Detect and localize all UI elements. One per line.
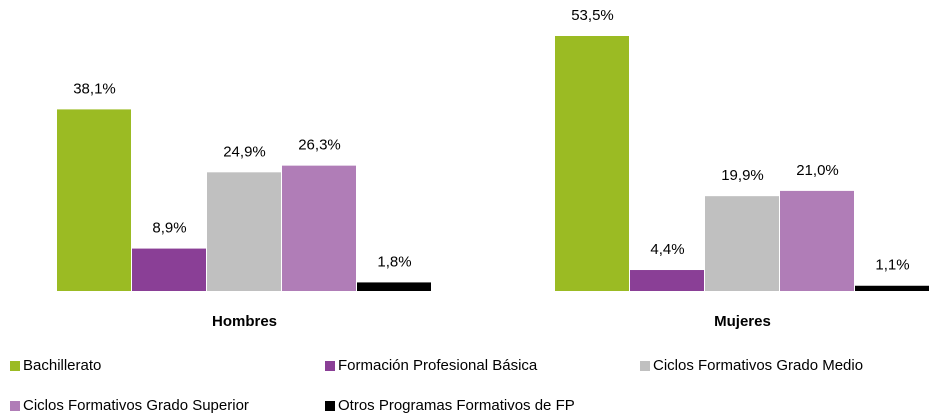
- value-label: 26,3%: [298, 137, 341, 154]
- value-label: 38,1%: [73, 80, 116, 97]
- value-label: 24,9%: [223, 143, 266, 160]
- bar: [282, 165, 356, 291]
- value-label: 53,5%: [571, 7, 614, 24]
- legend-label: Formación Profesional Básica: [338, 357, 538, 374]
- value-label: 4,4%: [650, 241, 684, 258]
- category-label: Mujeres: [714, 313, 771, 330]
- bar: [357, 282, 431, 291]
- legend-label: Otros Programas Formativos de FP: [338, 397, 575, 414]
- legend-swatch: [10, 401, 20, 411]
- legend-label: Bachillerato: [23, 357, 101, 374]
- legend-swatch: [325, 401, 335, 411]
- legend-swatch: [640, 361, 650, 371]
- bar: [555, 36, 629, 291]
- bar: [57, 109, 131, 291]
- category-label: Hombres: [212, 313, 277, 330]
- bar: [855, 285, 929, 291]
- legend-swatch: [10, 361, 20, 371]
- legend-label: Ciclos Formativos Grado Medio: [653, 357, 863, 374]
- bar: [630, 270, 704, 291]
- value-label: 21,0%: [796, 162, 839, 179]
- value-label: 19,9%: [721, 167, 764, 184]
- value-label: 1,1%: [875, 257, 909, 274]
- value-label: 1,8%: [377, 253, 411, 270]
- legend-swatch: [325, 361, 335, 371]
- bar: [207, 172, 281, 291]
- bar: [780, 190, 854, 291]
- bar: [132, 248, 206, 291]
- bar: [705, 196, 779, 291]
- legend-label: Ciclos Formativos Grado Superior: [23, 397, 249, 414]
- value-label: 8,9%: [152, 220, 186, 237]
